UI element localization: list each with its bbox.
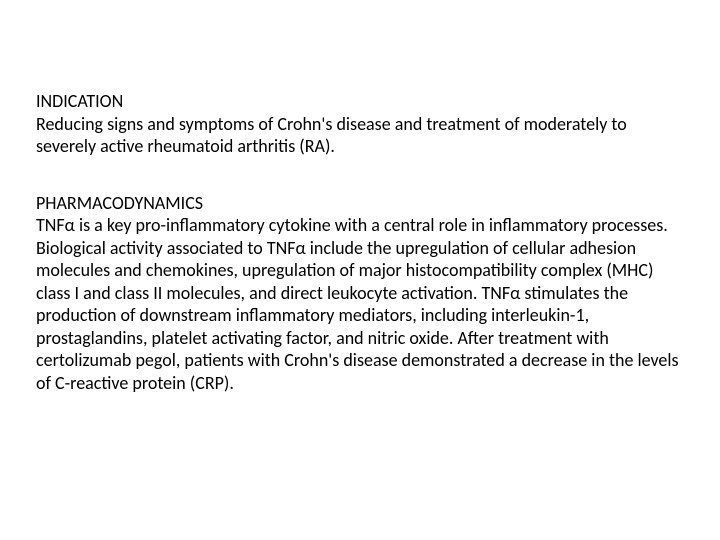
document-page: INDICATION Reducing signs and symptoms o… <box>0 0 720 540</box>
heading-pharmacodynamics: PHARMACODYNAMICS <box>36 192 680 215</box>
section-pharmacodynamics: PHARMACODYNAMICS TNFα is a key pro-infla… <box>36 192 680 395</box>
heading-indication: INDICATION <box>36 90 680 113</box>
section-indication: INDICATION Reducing signs and symptoms o… <box>36 90 680 158</box>
body-pharmacodynamics: TNFα is a key pro-inflammatory cytokine … <box>36 214 680 394</box>
body-indication: Reducing signs and symptoms of Crohn's d… <box>36 113 680 158</box>
